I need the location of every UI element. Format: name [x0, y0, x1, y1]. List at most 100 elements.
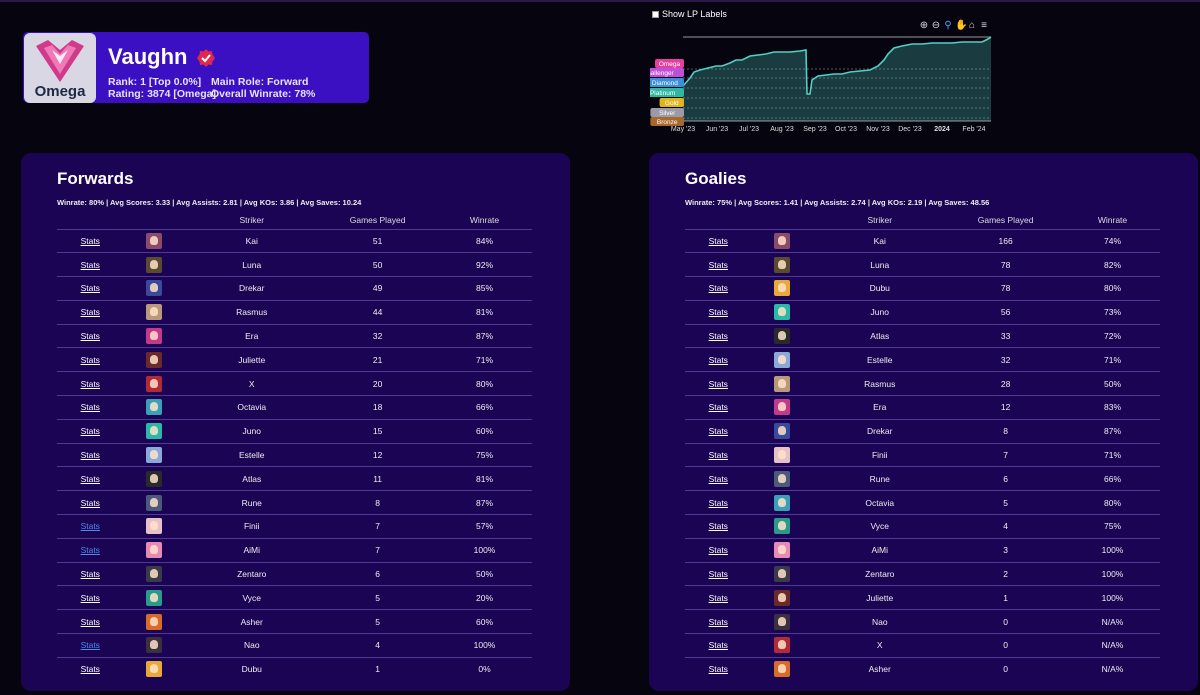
forwards-panel: Forwards Winrate: 80% | Avg Scores: 3.33… [21, 153, 570, 691]
winrate: 74% [1065, 228, 1160, 253]
stats-link[interactable]: Stats [57, 418, 124, 444]
table-row: Stats AiMi 7 100% [57, 537, 532, 563]
striker-name: Rune [185, 490, 319, 515]
pan-hand-icon[interactable]: ✋ [955, 20, 968, 31]
stats-link[interactable]: Stats [57, 537, 124, 563]
winrate: 20% [437, 585, 532, 610]
stats-link[interactable]: Stats [685, 442, 752, 467]
striker-avatar-cell [751, 466, 814, 491]
stats-link[interactable]: Stats [57, 490, 124, 515]
games-played: 7 [318, 514, 437, 539]
stats-link[interactable]: Stats [685, 276, 752, 301]
zoom-out-icon[interactable]: ⊖ [931, 20, 941, 31]
stats-link[interactable]: Stats [57, 347, 124, 372]
stats-link[interactable]: Stats [57, 633, 124, 658]
striker-avatar-icon [774, 589, 791, 606]
table-row: Stats AiMi 3 100% [685, 537, 1160, 563]
goalies-header-winrate: Winrate [1097, 215, 1128, 226]
games-played: 12 [946, 395, 1065, 420]
striker-avatar-icon [774, 494, 791, 511]
striker-avatar-icon [146, 566, 163, 583]
striker-name: Luna [813, 252, 947, 277]
stats-link[interactable]: Stats [685, 395, 752, 420]
winrate: N/A% [1065, 633, 1160, 658]
player-profile-card: Omega Vaughn Rank: 1 [Top 0.0%] Rating: … [23, 32, 369, 103]
striker-name: AiMi [813, 537, 947, 563]
menu-icon[interactable]: ≡ [981, 20, 987, 31]
stats-link[interactable]: Stats [685, 347, 752, 372]
stats-link[interactable]: Stats [685, 466, 752, 491]
striker-name: Estelle [813, 347, 947, 372]
stats-link[interactable]: Stats [685, 299, 752, 325]
tier-label-omega: Omega [655, 59, 684, 68]
stats-link[interactable]: Stats [57, 466, 124, 491]
reset-home-icon[interactable]: ⌂ [968, 20, 976, 31]
striker-avatar-icon [146, 613, 163, 630]
games-played: 6 [946, 466, 1065, 491]
table-row: Stats Kai 166 74% [685, 228, 1160, 253]
games-played: 33 [946, 323, 1065, 348]
table-row: Stats Nao 4 100% [57, 633, 532, 658]
striker-avatar-cell [123, 490, 186, 515]
zoom-in-icon[interactable]: ⊕ [919, 20, 929, 31]
zoom-select-icon[interactable]: ⚲ [944, 20, 952, 31]
stats-link[interactable]: Stats [57, 299, 124, 325]
stats-link[interactable]: Stats [57, 561, 124, 586]
winrate: 81% [437, 466, 532, 491]
stats-link[interactable]: Stats [685, 561, 752, 586]
lp-labels-checkbox[interactable] [652, 10, 659, 18]
striker-avatar-icon [146, 494, 163, 511]
winrate: 80% [437, 371, 532, 396]
stats-link[interactable]: Stats [57, 656, 124, 682]
stats-link[interactable]: Stats [57, 585, 124, 610]
table-row: Stats X 0 N/A% [685, 633, 1160, 658]
stats-link[interactable]: Stats [57, 276, 124, 301]
table-row: Stats Zentaro 6 50% [57, 561, 532, 586]
stats-link[interactable]: Stats [57, 228, 124, 253]
striker-name: Era [813, 395, 947, 420]
stats-link[interactable]: Stats [685, 252, 752, 277]
games-played: 32 [318, 323, 437, 348]
winrate: 50% [437, 561, 532, 586]
striker-name: AiMi [185, 537, 319, 563]
stats-link[interactable]: Stats [685, 585, 752, 610]
rating-history-chart: Omega Challenger Diamond Platinum Gold Silver… [650, 30, 1000, 134]
table-row: Stats Era 32 87% [57, 323, 532, 348]
show-lp-labels-toggle[interactable]: Show LP Labels [652, 9, 727, 19]
stats-link[interactable]: Stats [57, 514, 124, 539]
stats-link[interactable]: Stats [685, 633, 752, 658]
stats-link[interactable]: Stats [685, 609, 752, 634]
games-played: 28 [946, 371, 1065, 396]
striker-name: Vyce [813, 514, 947, 539]
stats-link[interactable]: Stats [685, 228, 752, 253]
winrate: 81% [437, 299, 532, 325]
games-played: 3 [946, 537, 1065, 563]
stats-link[interactable]: Stats [57, 442, 124, 467]
striker-avatar-cell [123, 633, 186, 658]
tier-label-bronze: Bronze [650, 117, 684, 126]
striker-avatar-cell [751, 323, 814, 348]
striker-name: Atlas [813, 323, 947, 348]
games-played: 32 [946, 347, 1065, 372]
table-row: Stats Vyce 5 20% [57, 585, 532, 610]
stats-link[interactable]: Stats [57, 609, 124, 634]
stats-link[interactable]: Stats [57, 252, 124, 277]
stats-link[interactable]: Stats [57, 371, 124, 396]
stats-link[interactable]: Stats [685, 371, 752, 396]
stats-link[interactable]: Stats [685, 323, 752, 348]
striker-avatar-cell [751, 442, 814, 467]
table-row: Stats Octavia 18 66% [57, 395, 532, 420]
stats-link[interactable]: Stats [685, 514, 752, 539]
striker-name: Vyce [185, 585, 319, 610]
striker-avatar-cell [751, 371, 814, 396]
winrate: 60% [437, 418, 532, 444]
stats-link[interactable]: Stats [685, 418, 752, 444]
stats-link[interactable]: Stats [57, 323, 124, 348]
striker-name: Era [185, 323, 319, 348]
stats-link[interactable]: Stats [685, 656, 752, 682]
tier-label-diamond: Diamond [650, 78, 684, 87]
stats-link[interactable]: Stats [685, 490, 752, 515]
stats-link[interactable]: Stats [685, 537, 752, 563]
striker-name: Kai [813, 228, 947, 253]
stats-link[interactable]: Stats [57, 395, 124, 420]
